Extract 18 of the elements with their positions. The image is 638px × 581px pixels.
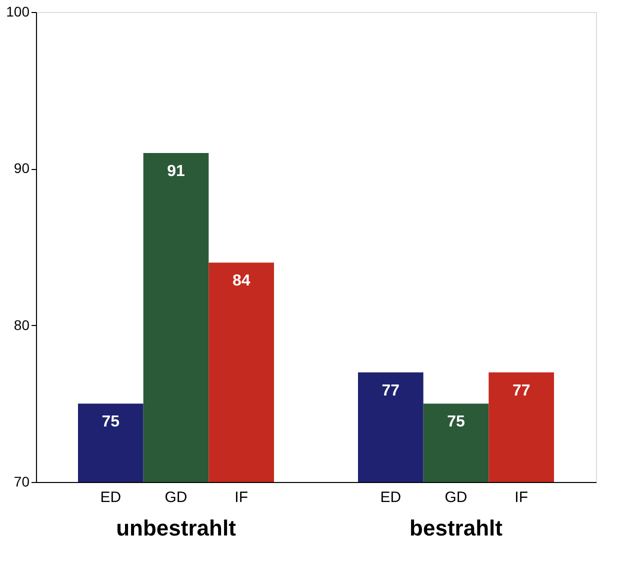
data-label: 75 (102, 414, 120, 431)
y-tick-label: 80 (14, 316, 30, 333)
y-tick-label: 90 (14, 160, 30, 176)
text: GD (444, 489, 468, 506)
y-tick-label: 70 (14, 474, 30, 490)
data-label: 77 (512, 382, 530, 400)
data-label: 91 (167, 163, 185, 180)
series-label: ED (100, 489, 122, 506)
x-tick-label: bestrahlt (410, 516, 504, 540)
text: ED (380, 489, 402, 506)
data-label: 77 (382, 382, 400, 400)
series-label: GD (164, 489, 188, 506)
x-tick-label: unbestrahlt (116, 516, 237, 540)
y-tick-label: 100 (6, 4, 30, 20)
text: IF (514, 489, 528, 506)
data-label: 84 (232, 272, 250, 290)
series-label: IF (234, 489, 248, 506)
data-label: 75 (447, 414, 465, 431)
